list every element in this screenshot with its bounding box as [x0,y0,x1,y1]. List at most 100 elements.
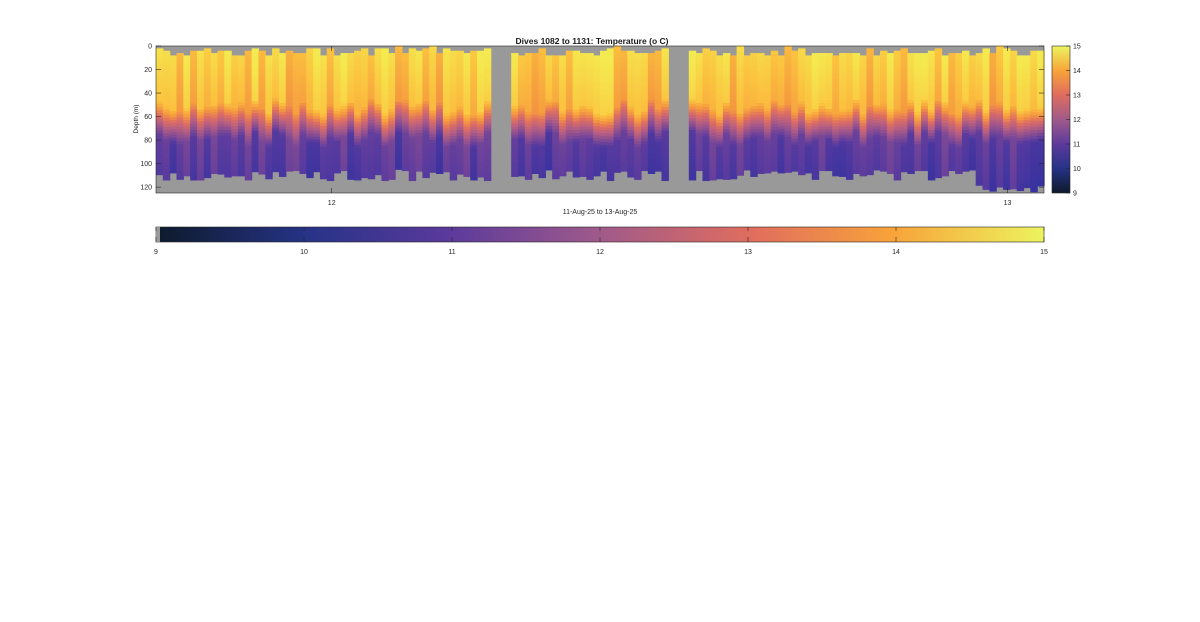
heatmap-cell [654,100,663,105]
heatmap-cell [415,74,423,78]
heatmap-cell [900,95,908,99]
heatmap-cell [470,109,478,113]
heatmap-cell [927,171,936,175]
heatmap-cell [750,120,758,125]
heatmap-cell [572,115,581,119]
heatmap-cell [313,51,321,55]
heatmap-cell [948,161,956,166]
heatmap-cell [654,153,663,157]
heatmap-cell [688,65,697,69]
heatmap-cell [620,153,628,157]
heatmap-cell [237,155,246,159]
heatmap-cell [736,172,745,176]
heatmap-cell [627,83,635,87]
heatmap-cell [818,135,827,139]
heatmap-profile [927,50,936,181]
heatmap-cell [306,113,314,117]
heatmap-cell [470,153,478,157]
heatmap-cell [934,160,943,164]
heatmap-cell [183,73,191,77]
heatmap-cell [244,141,253,146]
heatmap-cell [736,169,745,173]
heatmap-cell [477,56,485,60]
heatmap-cell [162,168,171,172]
heatmap-cell [743,81,751,86]
heatmap-cell [852,117,861,122]
heatmap-cell [859,84,867,89]
heatmap-cell [818,64,827,69]
heatmap-cell [839,135,847,139]
heatmap-cell [217,121,225,125]
heatmap-cell [907,132,915,136]
heatmap-cell [798,171,806,176]
heatmap-cell [702,83,710,87]
heatmap-cell [477,115,485,119]
heatmap-cell [770,50,779,55]
heatmap-cell [278,170,287,174]
heatmap-cell [436,58,444,63]
heatmap-cell [190,94,198,99]
heatmap-profile [968,55,977,171]
heatmap-cell [265,96,273,100]
heatmap-cell [196,165,205,169]
heatmap-cell [770,168,779,172]
heatmap-cell [804,93,813,97]
heatmap-cell [784,160,792,164]
heatmap-cell [538,80,546,85]
heatmap-cell [743,143,751,147]
heatmap-cell [422,130,430,135]
heatmap-cell [381,74,389,79]
heatmap-cell [804,111,813,115]
heatmap-cell [524,79,533,83]
heatmap-cell [921,135,929,139]
heatmap-cell [798,89,806,93]
heatmap-cell [661,107,669,111]
heatmap-cell [873,67,881,71]
heatmap-cell [545,102,553,106]
heatmap-cell [606,163,615,167]
heatmap-cell [483,95,492,99]
heatmap-cell [415,62,423,66]
heatmap-cell [183,123,191,127]
heatmap-cell [572,71,581,75]
heatmap-cell [190,56,198,60]
heatmap-cell [456,118,464,122]
heatmap-cell [483,139,492,143]
heatmap-cell [975,135,984,139]
heatmap-cell [210,56,219,60]
heatmap-cell [374,145,383,149]
heatmap-cell [845,70,854,75]
heatmap-cell [545,152,553,156]
heatmap-cell [873,161,881,165]
heatmap-cell [757,58,765,63]
heatmap-cell [442,74,451,79]
heatmap-cell [176,97,184,101]
heatmap-cell [231,114,239,118]
heatmap-cell [743,61,751,65]
heatmap-cell [743,87,751,92]
heatmap-cell [531,170,540,174]
heatmap-cell [436,67,444,72]
heatmap-cell [839,67,847,72]
heatmap-cell [955,153,963,157]
heatmap-cell [777,114,786,118]
heatmap-cell [921,114,929,119]
heatmap-cell [886,82,895,86]
heatmap-cell [183,78,191,83]
heatmap-cell [750,150,758,154]
heatmap-cell [900,71,908,76]
heatmap-cell [900,151,908,155]
heatmap-cell [388,85,396,89]
heatmap-cell [818,100,827,104]
heatmap-cell [156,165,164,170]
heatmap-cell [299,129,307,133]
heatmap-cell [367,131,376,136]
heatmap-cell [839,53,847,57]
heatmap-cell [914,111,922,116]
heatmap-cell [921,144,929,148]
heatmap-cell [859,173,867,177]
heatmap-cell [374,151,383,155]
heatmap-cell [285,74,294,78]
heatmap-cell [306,124,314,129]
heatmap-cell [162,162,171,166]
